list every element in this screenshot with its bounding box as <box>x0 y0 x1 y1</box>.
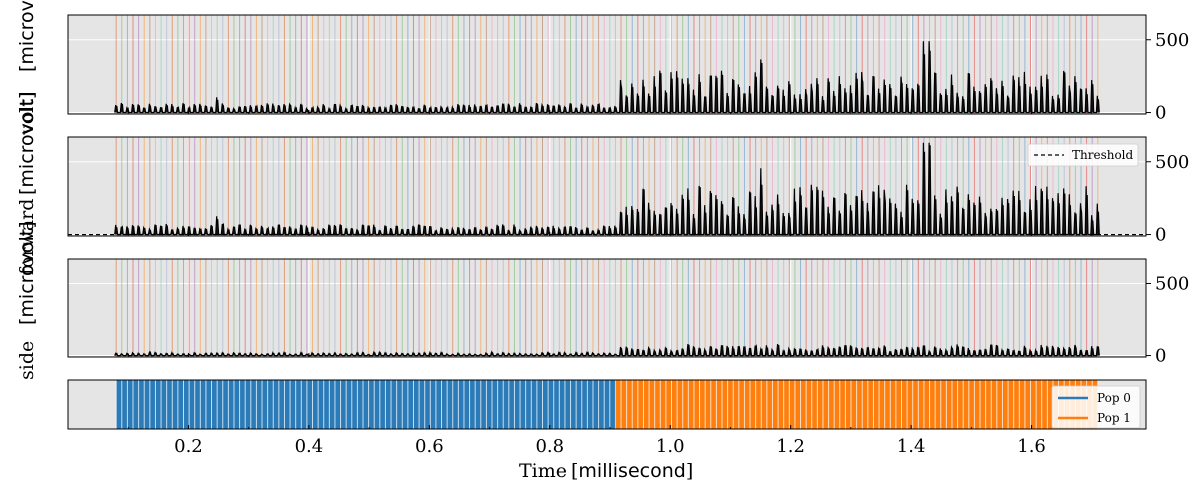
panel-2: 0 500 <box>67 136 1189 246</box>
plot-area <box>68 15 1146 114</box>
plot-frame <box>67 258 1147 358</box>
y-tick-label: 500 <box>1155 152 1189 173</box>
panel-1: 0 500 <box>67 14 1189 124</box>
ylabel-forward-unit: [microvolt] <box>16 91 38 195</box>
ylabel-top-serif: volt] <box>16 92 38 136</box>
plot-frame <box>67 14 1147 115</box>
threshold-legend: Threshold <box>1027 143 1139 167</box>
x-tick-label: 0.4 <box>295 436 324 457</box>
x-tick-label: 0.8 <box>535 436 564 457</box>
x-tick-label: 1.4 <box>897 436 926 457</box>
legend-pop0-label: Pop 0 <box>1097 391 1131 405</box>
x-axis-label-unit: [millisecond] <box>571 460 693 482</box>
ylabel-side-serif: side <box>16 341 38 380</box>
legend-pop1-label: Pop 1 <box>1097 411 1131 425</box>
ylabel-side-unit: [microvolt] <box>16 221 38 325</box>
x-axis-label-lbracket: [ <box>571 460 578 482</box>
y-tick-label: 0 <box>1155 225 1166 246</box>
x-tick-label: 1.0 <box>656 436 685 457</box>
x-axis-label-unit-word: millisecond <box>578 460 685 482</box>
y-tick-label: 500 <box>1155 274 1189 295</box>
x-tick-label: 0.6 <box>415 436 444 457</box>
panel-3: 0 500 <box>67 258 1189 367</box>
x-tick-label: 1.6 <box>1017 436 1046 457</box>
population-frame <box>67 379 1147 430</box>
waveform-trace <box>114 41 1100 114</box>
threshold-legend-box <box>1027 143 1139 167</box>
x-axis-label: Time [millisecond] <box>519 460 693 482</box>
x-axis-label-rbracket: ] <box>686 460 693 482</box>
x-tick-label: 0.2 <box>174 436 203 457</box>
population-panel <box>67 379 1147 430</box>
y-tick-label: 0 <box>1155 346 1166 367</box>
ylabel-top-unit: [microvolt] <box>16 0 38 72</box>
waveform-trace <box>114 344 1100 357</box>
x-tick-label: 1.2 <box>776 436 805 457</box>
population-legend: Pop 0 Pop 1 <box>1051 385 1141 429</box>
threshold-legend-label: Threshold <box>1072 148 1134 162</box>
y-tick-label: 500 <box>1155 30 1189 51</box>
plot-frame <box>67 136 1147 237</box>
population-band <box>116 380 617 429</box>
plot-area <box>68 137 1146 236</box>
y-labels: side [microvolt] forward [microvolt] vol… <box>16 0 38 380</box>
x-axis-label-text: Time <box>519 460 567 482</box>
x-tick-labels: 0.2 0.4 0.6 0.8 1.0 1.2 1.4 1.6 <box>174 436 1046 457</box>
plot-area <box>68 259 1146 357</box>
ylabel-forward-serif: forward <box>16 199 38 275</box>
y-tick-label: 0 <box>1155 103 1166 124</box>
